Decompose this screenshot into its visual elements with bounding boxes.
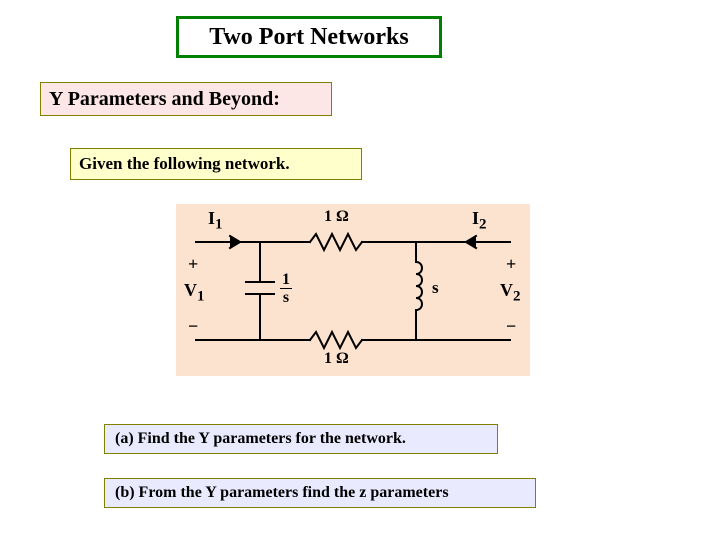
label-inductor-impedance: s [432, 278, 439, 298]
circuit-diagram: I1 1 Ω I2 + V1 − + V2 − 1 s s 1 Ω [176, 204, 530, 376]
label-v2-plus: + [506, 254, 516, 275]
label-i2: I2 [472, 208, 487, 234]
question-a: (a) Find the Y parameters for the networ… [104, 424, 498, 454]
label-v1-minus: − [188, 316, 198, 337]
given-text: Given the following network. [79, 154, 290, 174]
page-title: Two Port Networks [176, 16, 442, 58]
label-r-top: 1 Ω [324, 208, 349, 226]
label-v2: V2 [500, 280, 521, 306]
label-capacitor-impedance: 1 s [280, 272, 292, 306]
question-b-text: (b) From the Y parameters find the z par… [115, 484, 449, 502]
label-r-bottom: 1 Ω [324, 350, 349, 368]
label-v2-minus: − [506, 316, 516, 337]
given-statement: Given the following network. [70, 148, 362, 180]
question-a-text: (a) Find the Y parameters for the networ… [115, 430, 406, 448]
label-v1: V1 [184, 280, 205, 306]
section-subtitle-text: Y Parameters and Beyond: [49, 88, 280, 111]
label-i1: I1 [208, 208, 223, 234]
section-subtitle: Y Parameters and Beyond: [40, 82, 332, 116]
page-title-text: Two Port Networks [209, 24, 409, 51]
label-v1-plus: + [188, 254, 198, 275]
question-b: (b) From the Y parameters find the z par… [104, 478, 536, 508]
